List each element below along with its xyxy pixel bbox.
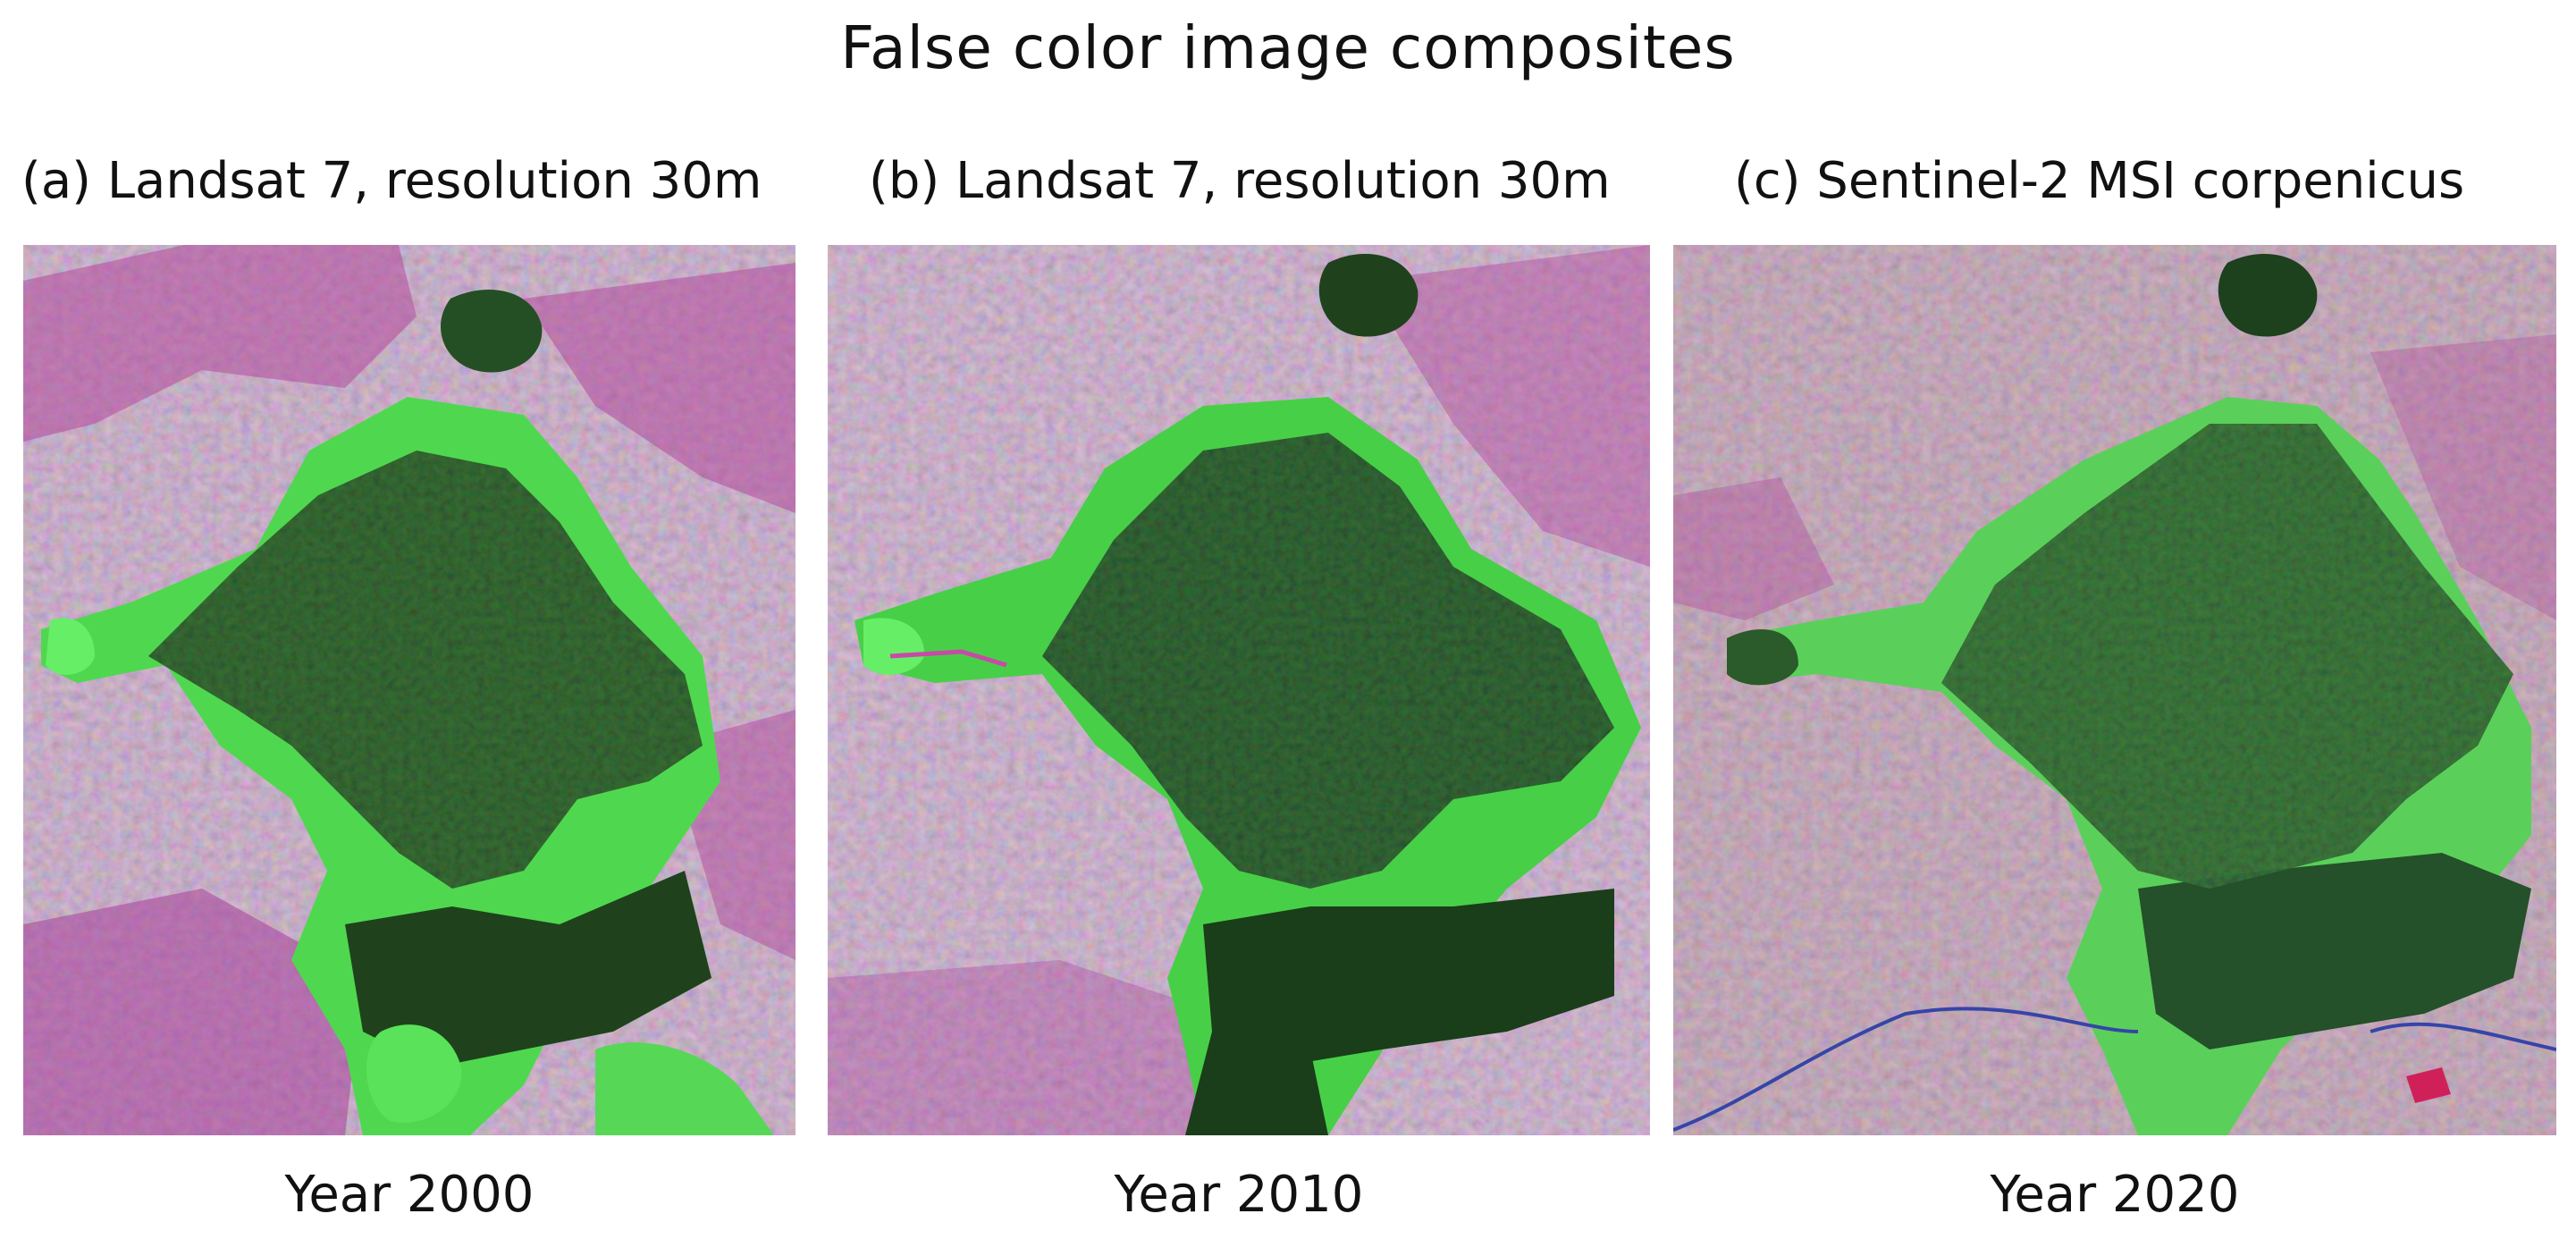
panel-c-year: Year 2020 [1990,1166,2240,1224]
panel-c-false-color-composite [1673,245,2556,1135]
figure-title: False color image composites [840,13,1736,82]
panel-a-year: Year 2000 [284,1166,535,1224]
panel-b-year: Year 2010 [1114,1166,1364,1224]
panel-b-false-color-composite [828,245,1650,1135]
panel-b-label: (b) Landsat 7, resolution 30m [869,152,1611,210]
panel-a-label: (a) Landsat 7, resolution 30m [21,152,762,210]
panel-c-label: (c) Sentinel-2 MSI corpenicus [1734,152,2465,210]
panel-c-satellite-image [1673,245,2556,1135]
panel-a-false-color-composite [23,245,796,1135]
panel-b-satellite-image [828,245,1650,1135]
panel-a-satellite-image [23,245,796,1135]
